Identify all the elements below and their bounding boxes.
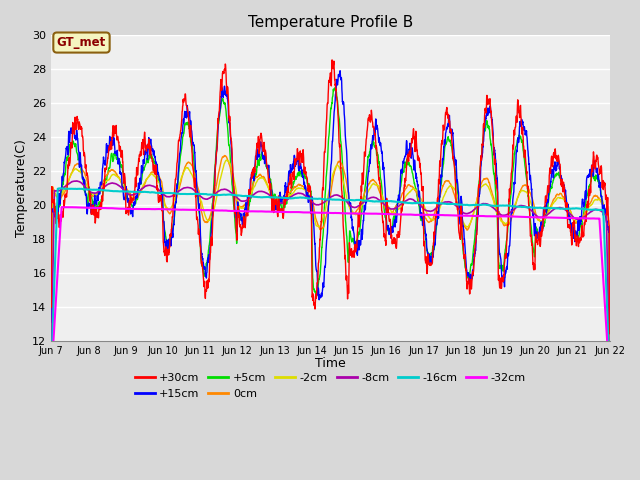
Legend: +30cm, +15cm, +5cm, 0cm, -2cm, -8cm, -16cm, -32cm: +30cm, +15cm, +5cm, 0cm, -2cm, -8cm, -16… (131, 369, 531, 403)
Title: Temperature Profile B: Temperature Profile B (248, 15, 413, 30)
Text: GT_met: GT_met (57, 36, 106, 49)
Y-axis label: Temperature(C): Temperature(C) (15, 139, 28, 237)
X-axis label: Time: Time (315, 358, 346, 371)
